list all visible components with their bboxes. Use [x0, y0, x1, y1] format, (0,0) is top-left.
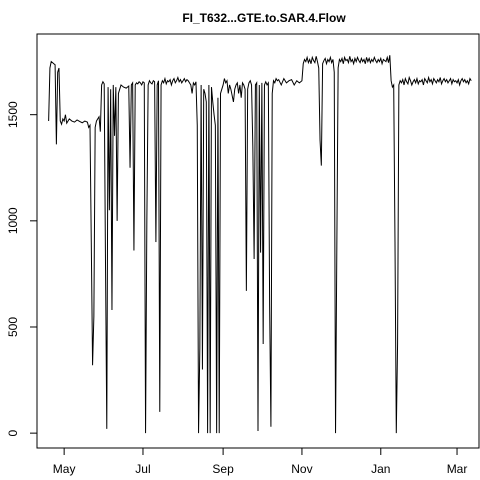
chart-title: FI_T632...GTE.to.SAR.4.Flow [182, 11, 346, 25]
x-tick-label: May [53, 462, 76, 476]
x-tick-label: Sep [212, 462, 234, 476]
y-tick-label: 1000 [6, 207, 20, 234]
y-tick-label: 500 [6, 317, 20, 337]
y-tick-label: 1500 [6, 101, 20, 128]
x-tick-label: Jul [135, 462, 150, 476]
series-line-0 [48, 55, 472, 434]
x-axis: May Jul Sep Nov Jan Mar [53, 448, 468, 476]
x-tick-label: Nov [291, 462, 312, 476]
series-layer [48, 55, 472, 434]
x-tick-label: Jan [371, 462, 390, 476]
x-tick-label: Mar [447, 462, 468, 476]
y-axis: 0 500 1000 1500 [6, 101, 37, 436]
plot-frame [36, 33, 480, 449]
y-tick-label: 0 [6, 429, 20, 436]
